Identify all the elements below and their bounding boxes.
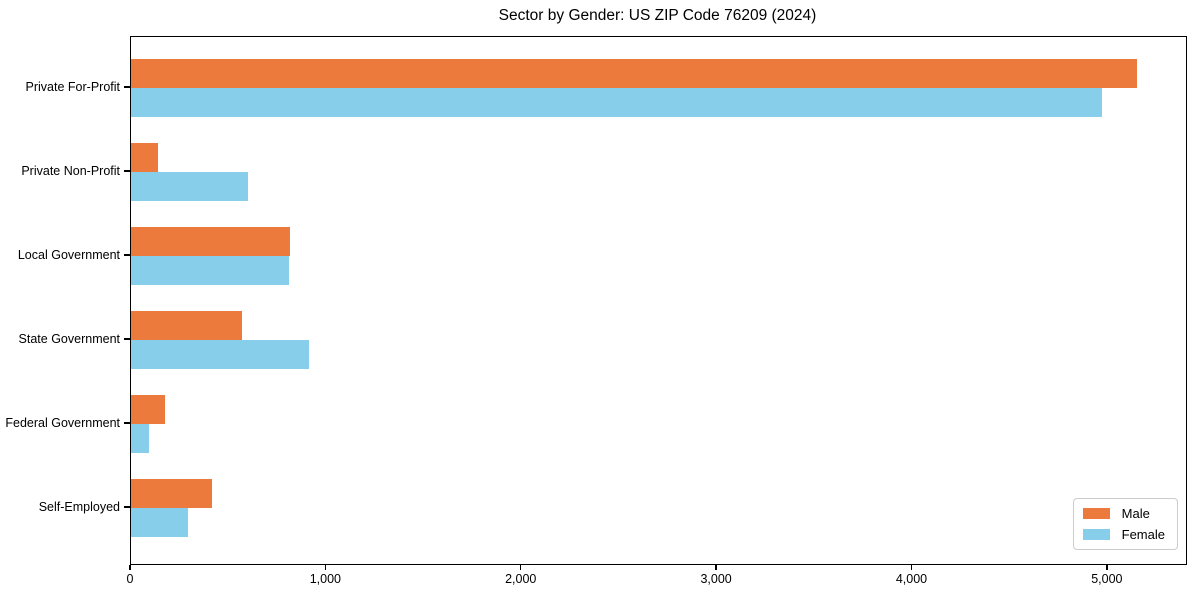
legend-label: Female bbox=[1121, 527, 1165, 542]
legend-swatch-male bbox=[1082, 508, 1110, 519]
bar-male bbox=[131, 479, 213, 508]
bar-male bbox=[131, 143, 159, 172]
ytick-mark bbox=[124, 338, 130, 340]
xtick-label: 0 bbox=[126, 572, 134, 586]
bar-female bbox=[131, 508, 188, 537]
ytick-mark bbox=[124, 254, 130, 256]
xtick-mark bbox=[129, 564, 131, 570]
legend-swatch-female bbox=[1082, 529, 1110, 540]
bar-male bbox=[131, 311, 243, 340]
xtick-label: 1,000 bbox=[309, 572, 341, 586]
category-label: State Government bbox=[18, 332, 120, 346]
category-label: Local Government bbox=[17, 248, 120, 262]
bar-female bbox=[131, 88, 1102, 117]
chart-title: Sector by Gender: US ZIP Code 76209 (202… bbox=[498, 7, 817, 24]
category-label: Private Non-Profit bbox=[21, 164, 120, 178]
bar-female bbox=[131, 256, 290, 285]
category-label: Federal Government bbox=[5, 416, 120, 430]
xtick-mark bbox=[519, 564, 522, 570]
xtick-mark bbox=[910, 564, 913, 570]
ytick-mark bbox=[124, 86, 130, 88]
xtick-label: 3,000 bbox=[700, 572, 732, 586]
plot-area: Male Female bbox=[130, 36, 1187, 565]
bar-female bbox=[131, 424, 149, 453]
bar-male bbox=[131, 227, 291, 256]
bar-female bbox=[131, 172, 249, 201]
xtick-mark bbox=[715, 564, 717, 570]
bar-male bbox=[131, 59, 1138, 88]
xtick-label: 5,000 bbox=[1091, 572, 1123, 586]
category-label: Private For-Profit bbox=[25, 80, 120, 94]
xtick-label: 4,000 bbox=[895, 572, 928, 586]
legend-label: Male bbox=[1121, 506, 1150, 521]
xtick-mark bbox=[1106, 564, 1108, 570]
ytick-mark bbox=[124, 170, 130, 172]
legend: Male Female bbox=[1072, 498, 1178, 550]
legend-item: Female bbox=[1082, 527, 1165, 542]
bar-female bbox=[131, 340, 309, 369]
legend-item: Male bbox=[1082, 506, 1165, 521]
xtick-label: 2,000 bbox=[505, 572, 537, 586]
bar-male bbox=[131, 395, 166, 424]
category-label: Self-Employed bbox=[38, 500, 120, 514]
xtick-mark bbox=[324, 564, 327, 570]
ytick-mark bbox=[124, 506, 130, 508]
ytick-mark bbox=[124, 422, 130, 424]
